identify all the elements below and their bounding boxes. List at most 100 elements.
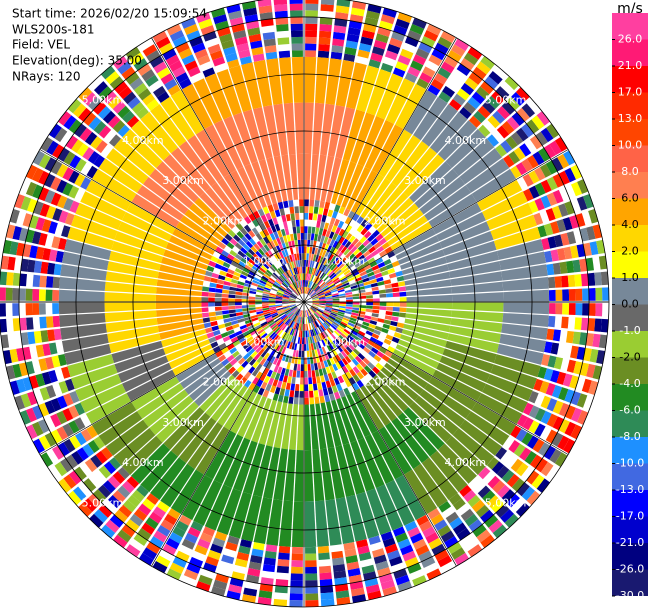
noise-gate (277, 277, 284, 283)
noise-gate (324, 291, 332, 296)
noise-gate (233, 271, 241, 277)
noise-gate (262, 307, 270, 311)
noise-gate (480, 509, 494, 523)
noise-gate (304, 266, 306, 274)
noise-gate (175, 72, 189, 84)
noise-gate (22, 376, 33, 391)
noise-gate (289, 0, 303, 4)
noise-gate (257, 315, 265, 320)
noise-gate (534, 423, 546, 437)
noise-gate (218, 254, 227, 262)
noise-gate (258, 282, 266, 287)
noise-gate (317, 362, 322, 370)
noise-gate (358, 551, 372, 562)
noise-gate (386, 306, 394, 311)
noise-gate (12, 363, 22, 378)
colorbar-label: 21.0 (618, 59, 643, 72)
noise-gate (337, 313, 345, 317)
noise-gate (268, 300, 276, 302)
noise-gate (467, 46, 483, 60)
noise-gate (250, 351, 258, 359)
noise-gate (582, 288, 590, 301)
noise-gate (343, 387, 351, 396)
noise-gate (547, 276, 556, 289)
noise-gate (397, 580, 413, 592)
noise-gate (20, 393, 32, 408)
noise-gate (522, 402, 534, 416)
noise-gate (284, 291, 291, 296)
noise-gate (539, 163, 552, 178)
noise-gate (20, 196, 32, 211)
noise-gate (153, 85, 166, 98)
noise-gate (292, 322, 297, 329)
colorbar-label: 6.0 (621, 192, 639, 205)
noise-gate (238, 261, 246, 268)
noise-gate (256, 287, 264, 291)
noise-gate (223, 281, 231, 286)
noise-gate (311, 226, 316, 234)
noise-gate (379, 250, 387, 258)
noise-gate (275, 269, 282, 276)
noise-gate (266, 318, 274, 323)
noise-gate (515, 462, 529, 477)
noise-gate (562, 289, 570, 301)
noise-gate (214, 263, 223, 270)
velocity-cell (304, 102, 356, 159)
noise-gate (301, 246, 304, 254)
noise-gate (318, 305, 326, 308)
noise-gate (260, 246, 268, 254)
noise-gate (367, 234, 375, 243)
noise-gate (280, 274, 286, 281)
noise-gate (229, 358, 238, 366)
noise-gate (271, 273, 278, 280)
noise-gate (320, 332, 325, 340)
noise-gate (276, 237, 282, 245)
noise-gate (200, 24, 215, 36)
noise-gate (330, 255, 337, 263)
noise-gate (344, 548, 357, 558)
noise-gate (460, 82, 475, 96)
noise-gate (370, 238, 379, 246)
noise-gate (228, 333, 237, 340)
noise-gate (368, 59, 381, 69)
noise-gate (289, 313, 295, 320)
noise-gate (314, 349, 319, 357)
noise-gate (318, 552, 330, 561)
noise-gate (98, 125, 112, 139)
noise-gate (305, 10, 318, 18)
noise-gate (35, 217, 46, 231)
velocity-cell (67, 353, 132, 425)
range-ring-label: 1.00km (324, 255, 366, 268)
noise-gate (350, 351, 358, 359)
noise-gate (78, 87, 93, 102)
noise-gate (152, 561, 168, 574)
noise-gate (552, 400, 564, 415)
noise-gate (385, 334, 394, 341)
noise-gate (253, 210, 261, 219)
noise-gate (67, 98, 82, 114)
noise-gate (146, 50, 161, 63)
noise-gate (334, 18, 348, 27)
noise-gate (289, 304, 296, 307)
noise-gate (365, 584, 380, 594)
noise-gate (269, 294, 276, 298)
noise-gate (334, 204, 341, 213)
noise-gate (273, 334, 280, 342)
noise-gate (587, 272, 596, 286)
noise-gate (262, 334, 270, 342)
noise-gate (248, 382, 256, 391)
noise-gate (423, 29, 439, 42)
noise-gate (317, 291, 324, 296)
velocity-cell (91, 128, 163, 203)
noise-gate (263, 375, 271, 384)
noise-gate (291, 328, 296, 336)
noise-gate (333, 377, 340, 386)
noise-gate (221, 237, 230, 246)
noise-gate (202, 67, 216, 78)
noise-gate (220, 331, 229, 338)
noise-gate (252, 542, 265, 551)
noise-gate (319, 325, 325, 332)
noise-gate (335, 283, 343, 288)
noise-gate (262, 291, 270, 295)
noise-gate (526, 470, 540, 485)
